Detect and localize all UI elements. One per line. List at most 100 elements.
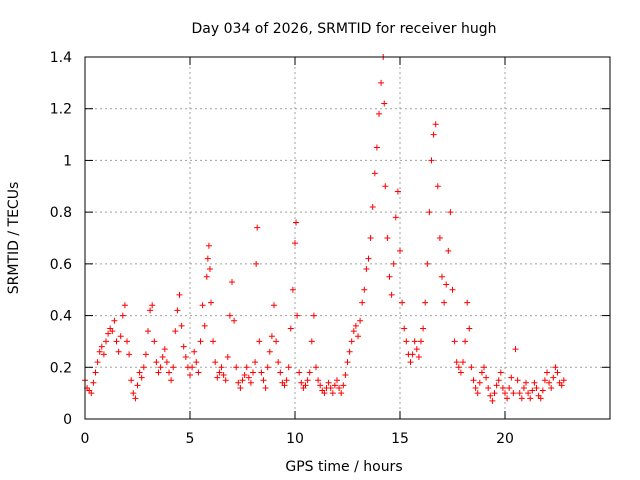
data-point: [293, 219, 300, 226]
data-point: [363, 266, 370, 273]
data-point: [518, 395, 525, 402]
data-point: [550, 374, 557, 381]
axis-ticks: 0 0.2 0.4 0.6 0.8 1 1.2 1.4 0 5 10 15 20: [50, 50, 610, 447]
data-point: [371, 170, 378, 177]
x-axis-label: GPS time / hours: [285, 459, 402, 475]
data-point: [539, 387, 546, 394]
data-point: [426, 209, 433, 216]
data-point: [105, 330, 112, 337]
grid-lines: [85, 57, 610, 419]
y-tick-label: 1.2: [50, 102, 72, 118]
data-point: [98, 343, 105, 350]
data-point: [525, 390, 532, 397]
data-point: [201, 322, 208, 329]
plot-frame: [84, 56, 611, 420]
data-point: [394, 188, 401, 195]
data-point: [117, 333, 124, 340]
data-point: [252, 359, 259, 366]
data-point: [130, 390, 137, 397]
data-point: [281, 382, 288, 389]
data-point: [436, 235, 443, 241]
data-point: [310, 312, 317, 319]
data-point: [487, 392, 494, 399]
data-point: [381, 100, 388, 107]
data-point: [388, 291, 395, 298]
data-point: [145, 328, 151, 335]
data-point: [350, 328, 357, 335]
data-point: [115, 348, 122, 355]
data-point: [159, 353, 166, 360]
data-point: [489, 397, 496, 404]
data-point: [273, 338, 280, 345]
data-point: [472, 384, 479, 391]
data-point: [497, 369, 504, 376]
data-point: [510, 390, 517, 397]
data-point: [206, 266, 213, 273]
data-point: [552, 364, 559, 371]
data-point: [384, 235, 391, 241]
data-point: [153, 359, 160, 366]
data-point: [325, 379, 332, 386]
data-point: [283, 377, 290, 384]
data-point: [128, 377, 135, 384]
data-point: [216, 369, 223, 376]
data-point: [254, 224, 261, 231]
data-point: [409, 351, 416, 358]
y-tick-label: 0.4: [50, 309, 72, 325]
data-point: [392, 214, 399, 221]
data-point: [357, 317, 364, 324]
data-point: [514, 377, 521, 384]
data-point: [109, 328, 116, 335]
data-point: [495, 377, 502, 384]
x-tick-label: 10: [286, 431, 304, 447]
data-point: [174, 307, 181, 314]
data-point: [483, 374, 490, 381]
data-point: [142, 351, 149, 358]
data-point: [161, 346, 168, 353]
y-tick-label: 0: [63, 412, 72, 428]
data-point: [124, 338, 130, 345]
y-tick-label: 0.8: [50, 205, 72, 221]
data-point: [401, 325, 408, 332]
data-point: [226, 312, 233, 319]
data-point: [407, 359, 414, 366]
data-point: [344, 359, 351, 366]
data-point: [512, 346, 519, 353]
data-point: [449, 286, 456, 293]
data-point: [126, 351, 133, 358]
data-point: [420, 325, 427, 332]
data-point: [418, 338, 424, 345]
data-point: [508, 374, 515, 381]
data-point: [100, 351, 107, 358]
data-point: [334, 377, 340, 384]
data-point: [197, 338, 204, 345]
data-point: [464, 299, 471, 306]
data-point: [434, 183, 441, 190]
data-point: [271, 302, 277, 309]
data-point: [476, 379, 483, 386]
data-point: [302, 382, 309, 389]
data-point: [340, 382, 347, 389]
data-point: [193, 359, 200, 366]
data-point: [369, 203, 376, 210]
data-point: [176, 291, 183, 298]
y-tick-label: 1.4: [50, 50, 72, 66]
data-point: [558, 382, 565, 389]
data-point: [390, 260, 397, 267]
data-point: [485, 384, 492, 391]
data-point: [499, 384, 506, 391]
data-point: [554, 369, 561, 376]
data-point: [331, 382, 338, 389]
data-point: [189, 364, 196, 371]
data-point: [520, 384, 527, 391]
data-point: [260, 377, 267, 384]
data-point: [180, 343, 187, 350]
data-point: [119, 312, 126, 319]
data-point: [321, 390, 328, 397]
data-point: [376, 110, 382, 117]
data-point: [224, 353, 231, 360]
data-point: [504, 395, 511, 402]
data-point: [365, 255, 372, 262]
data-point: [413, 346, 420, 353]
